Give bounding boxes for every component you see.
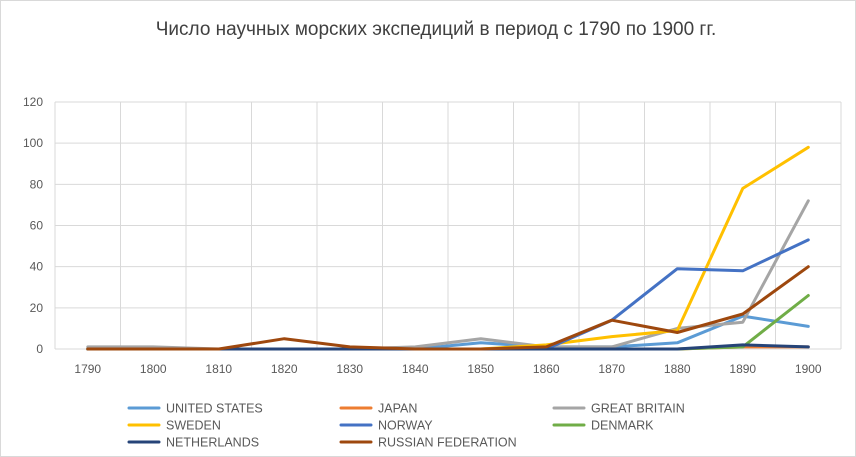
y-tick-label: 60 xyxy=(30,219,44,233)
legend-label-great-britain: GREAT BRITAIN xyxy=(591,402,685,416)
legend-label-russian-federation: RUSSIAN FEDERATION xyxy=(378,436,517,450)
x-tick-label: 1830 xyxy=(336,362,363,376)
x-tick-label: 1870 xyxy=(598,362,625,376)
x-tick-label: 1810 xyxy=(205,362,232,376)
legend-label-netherlands: NETHERLANDS xyxy=(166,436,259,450)
x-tick-label: 1850 xyxy=(467,362,494,376)
x-tick-label: 1840 xyxy=(402,362,429,376)
y-tick-label: 100 xyxy=(23,136,43,150)
x-tick-label: 1800 xyxy=(140,362,167,376)
y-tick-label: 120 xyxy=(23,95,43,109)
x-tick-label: 1900 xyxy=(795,362,822,376)
gridlines xyxy=(54,101,842,350)
legend-label-united-states: UNITED STATES xyxy=(166,402,263,416)
y-tick-label: 80 xyxy=(30,177,44,191)
y-tick-label: 0 xyxy=(36,342,43,356)
legend-label-norway: NORWAY xyxy=(378,419,433,433)
y-tick-label: 20 xyxy=(30,301,44,315)
series-line-russian-federation xyxy=(86,265,810,351)
y-axis-ticks: 0 20 40 60 80 100 120 xyxy=(23,95,43,356)
legend-label-sweden: SWEDEN xyxy=(166,419,221,433)
x-tick-label: 1890 xyxy=(729,362,756,376)
x-tick-label: 1820 xyxy=(271,362,298,376)
series-lines xyxy=(86,145,810,351)
legend-label-japan: JAPAN xyxy=(378,402,417,416)
x-tick-label: 1860 xyxy=(533,362,560,376)
x-tick-label: 1790 xyxy=(74,362,101,376)
legend: UNITED STATES JAPAN GREAT BRITAIN SWEDEN NOR… xyxy=(127,402,685,450)
y-tick-label: 40 xyxy=(30,260,44,274)
x-tick-label: 1880 xyxy=(664,362,691,376)
x-axis-ticks: 1790 1800 1810 1820 1830 1840 1850 1860 1870 1880… xyxy=(74,362,822,376)
chart-title: Число научных морских экспедиций в перио… xyxy=(155,19,717,40)
legend-label-denmark: DENMARK xyxy=(591,419,654,433)
